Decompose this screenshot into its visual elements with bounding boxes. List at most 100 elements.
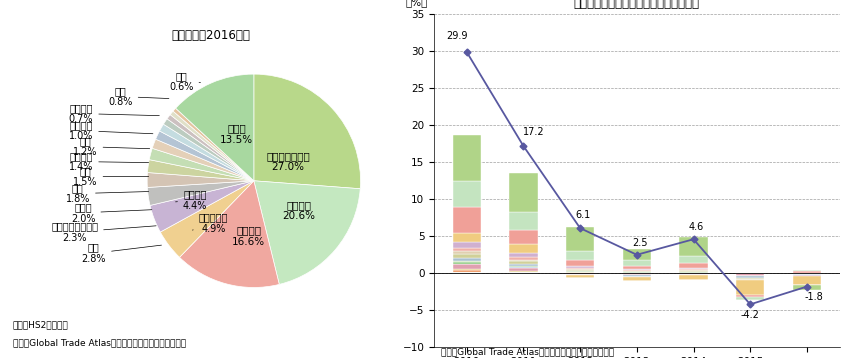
Bar xyxy=(793,272,821,273)
Bar xyxy=(453,242,481,248)
Wedge shape xyxy=(176,74,254,181)
Text: 服飾
0.6%: 服飾 0.6% xyxy=(169,71,200,92)
Wedge shape xyxy=(148,181,254,205)
Bar xyxy=(679,269,708,270)
Bar xyxy=(736,276,764,278)
Wedge shape xyxy=(180,181,279,287)
Wedge shape xyxy=(170,111,254,181)
Bar xyxy=(736,297,764,300)
Bar xyxy=(566,266,594,268)
Bar xyxy=(510,263,538,266)
Bar xyxy=(622,249,651,260)
Bar xyxy=(453,248,481,251)
Bar xyxy=(453,270,481,273)
Bar xyxy=(679,273,708,275)
Bar xyxy=(679,272,708,273)
Bar xyxy=(736,272,764,273)
Wedge shape xyxy=(167,115,254,181)
Bar xyxy=(510,261,538,263)
Bar xyxy=(793,285,821,290)
Wedge shape xyxy=(150,181,254,232)
Bar xyxy=(453,262,481,263)
Bar xyxy=(622,269,651,270)
Text: 飲料
1.2%: 飲料 1.2% xyxy=(73,136,150,158)
Text: 家具
2.8%: 家具 2.8% xyxy=(81,242,161,264)
Bar xyxy=(679,256,708,263)
Bar xyxy=(622,277,651,281)
Bar xyxy=(679,275,708,276)
Bar xyxy=(453,263,481,265)
Bar xyxy=(566,260,594,266)
Title: 輸出額の伸び率の推移（品目別寄与度）: 輸出額の伸び率の推移（品目別寄与度） xyxy=(574,0,700,10)
Bar xyxy=(510,271,538,272)
Wedge shape xyxy=(173,108,254,181)
Bar xyxy=(622,272,651,273)
Text: 17.2: 17.2 xyxy=(523,127,544,137)
Bar xyxy=(622,276,651,277)
Wedge shape xyxy=(148,173,254,188)
Wedge shape xyxy=(254,181,360,284)
Text: 果物
1.5%: 果物 1.5% xyxy=(73,166,148,187)
Bar xyxy=(566,271,594,272)
Bar xyxy=(453,265,481,269)
Text: 鉱物性燃料
4.9%: 鉱物性燃料 4.9% xyxy=(192,213,228,234)
Bar xyxy=(622,273,651,276)
Bar xyxy=(453,233,481,242)
Text: プラスチック製品
2.3%: プラスチック製品 2.3% xyxy=(51,221,156,243)
Wedge shape xyxy=(156,131,254,181)
Bar xyxy=(736,295,764,297)
Bar xyxy=(566,251,594,260)
Bar xyxy=(793,276,821,285)
Wedge shape xyxy=(159,124,254,181)
Bar xyxy=(453,181,481,207)
Bar xyxy=(453,251,481,255)
Text: 4.6: 4.6 xyxy=(689,222,704,232)
Bar xyxy=(566,276,594,279)
Bar xyxy=(566,270,594,271)
Text: 鉄鋼製品
1.4%: 鉄鋼製品 1.4% xyxy=(69,151,148,173)
Bar xyxy=(736,280,764,295)
Bar xyxy=(510,212,538,229)
Text: 野菜
1.8%: 野菜 1.8% xyxy=(65,183,148,204)
Bar xyxy=(453,269,481,270)
Bar xyxy=(622,271,651,272)
Bar xyxy=(453,261,481,262)
Text: 自動車・同部品
27.0%: 自動車・同部品 27.0% xyxy=(266,151,310,173)
Bar xyxy=(566,268,594,269)
Text: 一般機械
16.6%: 一般機械 16.6% xyxy=(232,226,265,247)
Bar xyxy=(566,273,594,275)
Text: 備考：HS2桁ベース: 備考：HS2桁ベース xyxy=(13,320,69,330)
Bar xyxy=(510,253,538,257)
Text: 6.1: 6.1 xyxy=(575,210,590,220)
Bar xyxy=(453,135,481,181)
Text: 鉄鉱石等
1.0%: 鉄鉱石等 1.0% xyxy=(69,120,153,141)
Text: 電気機器
20.6%: 電気機器 20.6% xyxy=(282,200,315,222)
Bar xyxy=(679,270,708,271)
Bar xyxy=(510,266,538,267)
Bar xyxy=(793,273,821,274)
Text: 鉄道
0.8%: 鉄道 0.8% xyxy=(109,86,169,107)
Wedge shape xyxy=(254,74,360,189)
Bar xyxy=(736,279,764,280)
Bar xyxy=(793,275,821,276)
Wedge shape xyxy=(153,139,254,181)
Bar xyxy=(453,258,481,261)
Text: その他
13.5%: その他 13.5% xyxy=(220,123,254,145)
Bar xyxy=(566,272,594,273)
Bar xyxy=(736,273,764,276)
Bar xyxy=(566,269,594,270)
Text: 資料：Global Trade Atlasのデータから経済産業省作成。: 資料：Global Trade Atlasのデータから経済産業省作成。 xyxy=(13,338,186,348)
Text: 光学機器
4.4%: 光学機器 4.4% xyxy=(176,189,208,211)
Bar xyxy=(679,271,708,272)
Bar xyxy=(453,255,481,258)
Bar xyxy=(510,260,538,261)
Bar xyxy=(679,237,708,256)
Bar xyxy=(566,275,594,276)
Wedge shape xyxy=(148,160,254,181)
Text: -1.8: -1.8 xyxy=(805,292,823,302)
Bar xyxy=(793,270,821,271)
Bar xyxy=(679,268,708,269)
Bar xyxy=(679,276,708,280)
Bar xyxy=(510,173,538,212)
Text: （%）: （%） xyxy=(405,0,428,8)
